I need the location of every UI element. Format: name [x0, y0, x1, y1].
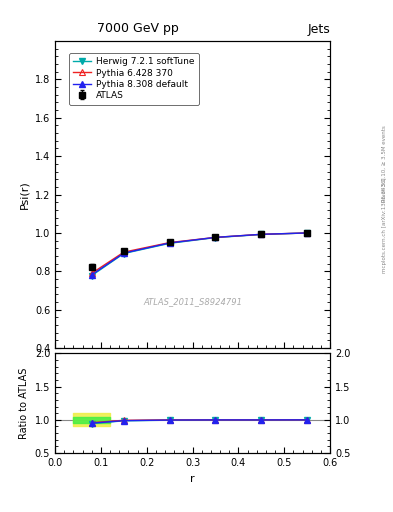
- Pythia 8.308 default: [121, 250, 126, 256]
- Text: Jets: Jets: [307, 24, 330, 36]
- Herwig 7.2.1 softTune: [305, 230, 310, 236]
- X-axis label: r: r: [190, 474, 195, 483]
- Pythia 6.428 370: [167, 240, 172, 246]
- Pythia 6.428 370: [305, 230, 310, 236]
- Y-axis label: Ratio to ATLAS: Ratio to ATLAS: [19, 368, 29, 439]
- Pythia 6.428 370: [121, 249, 126, 255]
- Herwig 7.2.1 softTune: [121, 250, 126, 257]
- Pythia 8.308 default: [305, 230, 310, 236]
- Herwig 7.2.1 softTune: [89, 272, 94, 279]
- Line: Pythia 6.428 370: Pythia 6.428 370: [89, 230, 310, 276]
- Title: 7000 GeV pp: 7000 GeV pp: [97, 23, 178, 35]
- Line: Pythia 8.308 default: Pythia 8.308 default: [89, 230, 310, 278]
- Pythia 6.428 370: [213, 234, 218, 241]
- Herwig 7.2.1 softTune: [213, 234, 218, 241]
- Text: ATLAS_2011_S8924791: ATLAS_2011_S8924791: [143, 297, 242, 307]
- Pythia 8.308 default: [167, 240, 172, 246]
- Pythia 6.428 370: [89, 270, 94, 276]
- Pythia 8.308 default: [259, 231, 264, 238]
- Text: Rivet 3.1.10, ≥ 3.5M events: Rivet 3.1.10, ≥ 3.5M events: [382, 125, 387, 202]
- Pythia 6.428 370: [259, 231, 264, 238]
- Legend: Herwig 7.2.1 softTune, Pythia 6.428 370, Pythia 8.308 default, ATLAS: Herwig 7.2.1 softTune, Pythia 6.428 370,…: [69, 53, 199, 104]
- Herwig 7.2.1 softTune: [259, 231, 264, 238]
- Line: Herwig 7.2.1 softTune: Herwig 7.2.1 softTune: [89, 230, 310, 279]
- Pythia 8.308 default: [89, 272, 94, 278]
- Text: mcplots.cern.ch [arXiv:1306.3436]: mcplots.cern.ch [arXiv:1306.3436]: [382, 178, 387, 273]
- Herwig 7.2.1 softTune: [167, 240, 172, 246]
- Y-axis label: Psi(r): Psi(r): [19, 180, 29, 209]
- Pythia 8.308 default: [213, 234, 218, 241]
